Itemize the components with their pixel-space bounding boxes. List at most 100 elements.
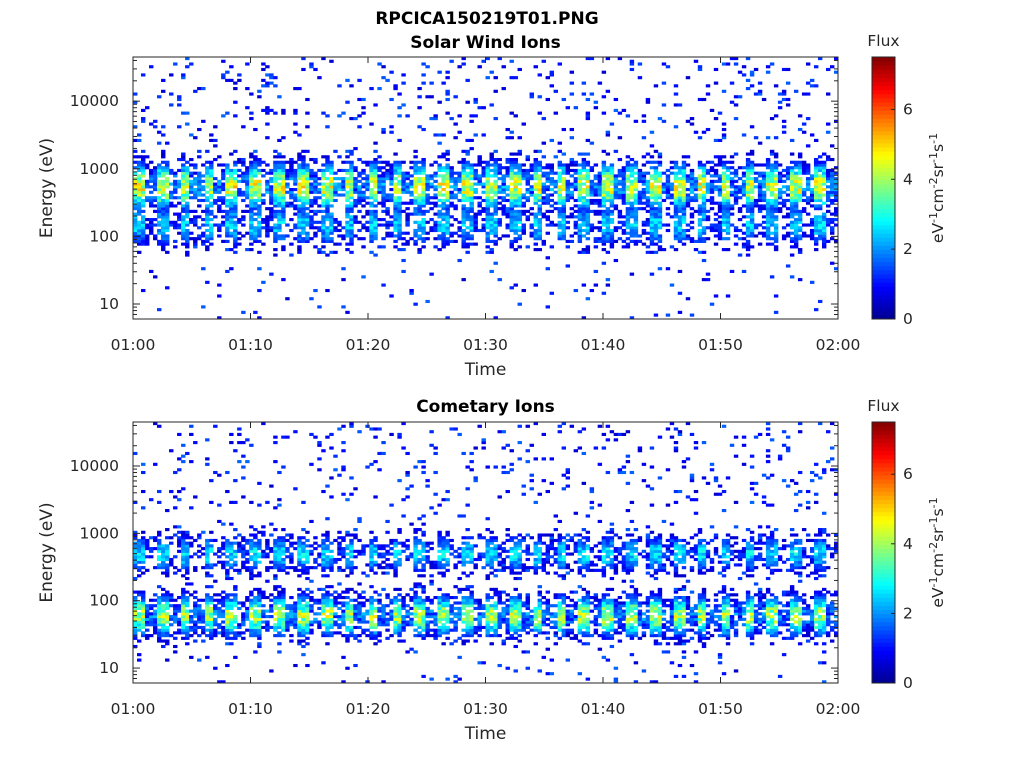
heatmap-cell [565,226,571,230]
heatmap-cell [833,223,839,227]
heatmap-cell [209,628,214,632]
heatmap-cell [413,242,418,246]
heatmap-cell [225,470,230,475]
heatmap-cell [185,223,190,227]
heatmap-cell [161,593,166,597]
heatmap-cell [745,231,751,235]
heatmap-cell [533,198,538,203]
heatmap-cell [697,136,703,140]
heatmap-cell [397,163,402,167]
heatmap-cell [301,149,306,153]
heatmap-cell [705,226,711,230]
heatmap-cell [137,549,142,553]
heatmap-cell [441,218,446,222]
heatmap-cell [501,166,506,170]
heatmap-cell [165,193,170,197]
heatmap-cell [521,226,526,230]
heatmap-cell [141,615,146,619]
heatmap-cell [461,179,466,183]
heatmap-cell [181,207,186,211]
heatmap-cell [169,489,174,494]
heatmap-cell [133,231,138,235]
heatmap-cell [133,204,138,208]
heatmap-cell [461,62,466,66]
heatmap-cell [253,149,258,153]
heatmap-cell [225,571,230,575]
heatmap-cell [769,163,775,167]
heatmap-cell [225,555,230,559]
heatmap-cell [601,248,607,252]
heatmap-cell [677,215,683,219]
heatmap-cell [653,177,659,181]
heatmap-cell [745,168,751,173]
heatmap-cell [717,177,723,181]
heatmap-cell [245,182,250,186]
heatmap-cell [133,636,138,640]
x-tick-label: 01:50 [698,336,743,354]
heatmap-cell [749,179,755,183]
heatmap-cell [165,615,170,619]
heatmap-cell [637,171,643,175]
heatmap-cell [273,188,278,192]
heatmap-cell [173,182,178,186]
heatmap-cell [745,174,751,178]
heatmap-cell [441,212,446,216]
heatmap-cell [433,114,438,118]
heatmap-cell [609,163,615,167]
heatmap-cell [665,190,671,194]
heatmap-cell [177,606,182,610]
heatmap-cell [257,234,262,238]
heatmap-cell [381,218,386,222]
heatmap-cell [529,95,534,99]
heatmap-cell [557,188,563,192]
heatmap-cell [809,78,815,82]
heatmap-cell [205,557,210,562]
heatmap-cell [713,223,719,227]
heatmap-cell [705,127,711,132]
heatmap-cell [149,612,154,616]
heatmap-cell [585,114,591,118]
heatmap-cell [393,84,398,88]
heatmap-cell [581,198,587,203]
heatmap-cell [193,631,198,635]
heatmap-cell [217,316,222,320]
heatmap-cell [205,628,210,632]
heatmap-cell [601,212,607,216]
heatmap-cell [597,188,603,192]
heatmap-cell [357,228,362,233]
heatmap-cell [281,245,286,249]
heatmap-cell [277,204,282,208]
heatmap-cell [205,239,210,243]
heatmap-cell [289,196,294,200]
heatmap-cell [285,182,290,186]
heatmap-cell [133,560,138,564]
heatmap-cell [181,623,186,627]
colorbar-step [872,167,895,173]
heatmap-cell [201,598,206,602]
heatmap-cell [825,198,831,203]
heatmap-cell [285,190,290,194]
heatmap-cell [801,130,807,134]
heatmap-cell [493,223,498,227]
heatmap-cell [145,196,150,200]
heatmap-cell [233,212,238,216]
heatmap-cell [653,198,659,203]
heatmap-cell [301,201,306,205]
heatmap-cell [661,171,667,175]
heatmap-cell [673,174,679,178]
heatmap-cell [625,212,631,216]
heatmap-cell [445,166,450,170]
heatmap-cell [433,220,438,224]
heatmap-cell [229,604,234,608]
heatmap-cell [213,138,218,143]
heatmap-cell [225,78,230,82]
heatmap-cell [257,228,262,233]
heatmap-cell [325,253,330,257]
heatmap-cell [741,215,747,219]
heatmap-cell [261,168,266,173]
heatmap-cell [321,220,326,224]
heatmap-cell [349,239,354,243]
heatmap-cell [749,185,755,189]
heatmap-cell [513,212,518,216]
heatmap-cell [189,625,194,630]
